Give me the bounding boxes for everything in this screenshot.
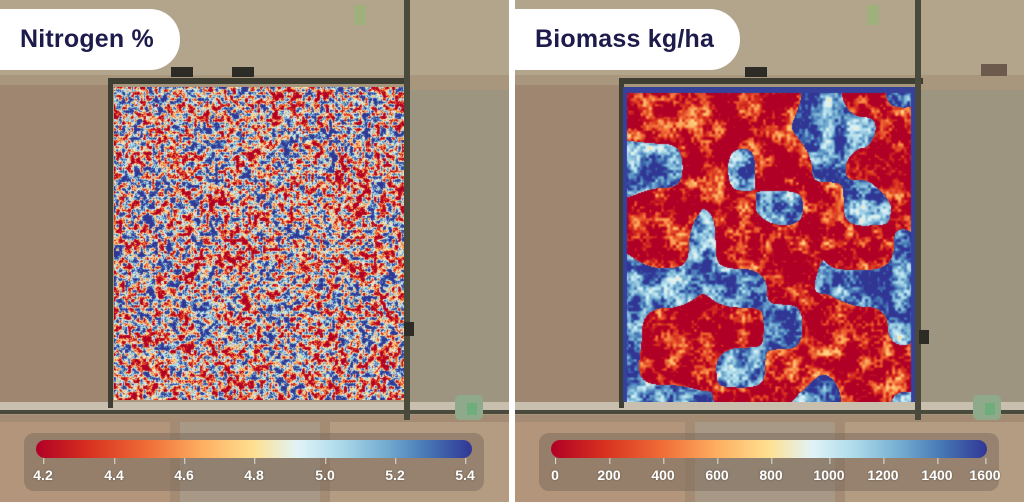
map-title-pill: Nitrogen % [0,9,180,70]
legend-tick: 4.6 [174,458,194,483]
legend-tick: 1400 [921,458,953,483]
legend-tick: 1200 [867,458,899,483]
map-title: Nitrogen % [20,25,154,53]
nitrogen-map-panel: Nitrogen % 4.2 4.4 4.6 4.8 5.0 5.2 5.4 [0,0,509,502]
legend-tick: 4.4 [104,458,124,483]
legend-tick: 1000 [813,458,845,483]
legend-tick: 4.8 [244,458,264,483]
map-title: Biomass kg/ha [535,25,715,53]
legend-colorbar [551,440,987,458]
legend-tick: 1600 [969,458,1001,483]
legend-colorbar [36,440,472,458]
biomass-heatmap [623,87,915,402]
legend-tick: 5.0 [315,458,335,483]
nitrogen-heatmap [114,87,404,400]
legend-tick: 200 [597,458,621,483]
legend-tick: 800 [759,458,783,483]
legend-tick: 5.2 [385,458,405,483]
biomass-map-panel: Biomass kg/ha 0 200 400 600 800 1000 120… [515,0,1024,502]
legend-tick: 600 [705,458,729,483]
nitrogen-legend: 4.2 4.4 4.6 4.8 5.0 5.2 5.4 [24,433,484,491]
map-title-pill: Biomass kg/ha [515,9,741,70]
legend-tick: 4.2 [33,458,53,483]
biomass-legend: 0 200 400 600 800 1000 1200 1400 1600 [539,433,1001,491]
legend-tick: 5.4 [455,458,475,483]
legend-tick: 400 [651,458,675,483]
legend-tick: 0 [551,458,559,483]
